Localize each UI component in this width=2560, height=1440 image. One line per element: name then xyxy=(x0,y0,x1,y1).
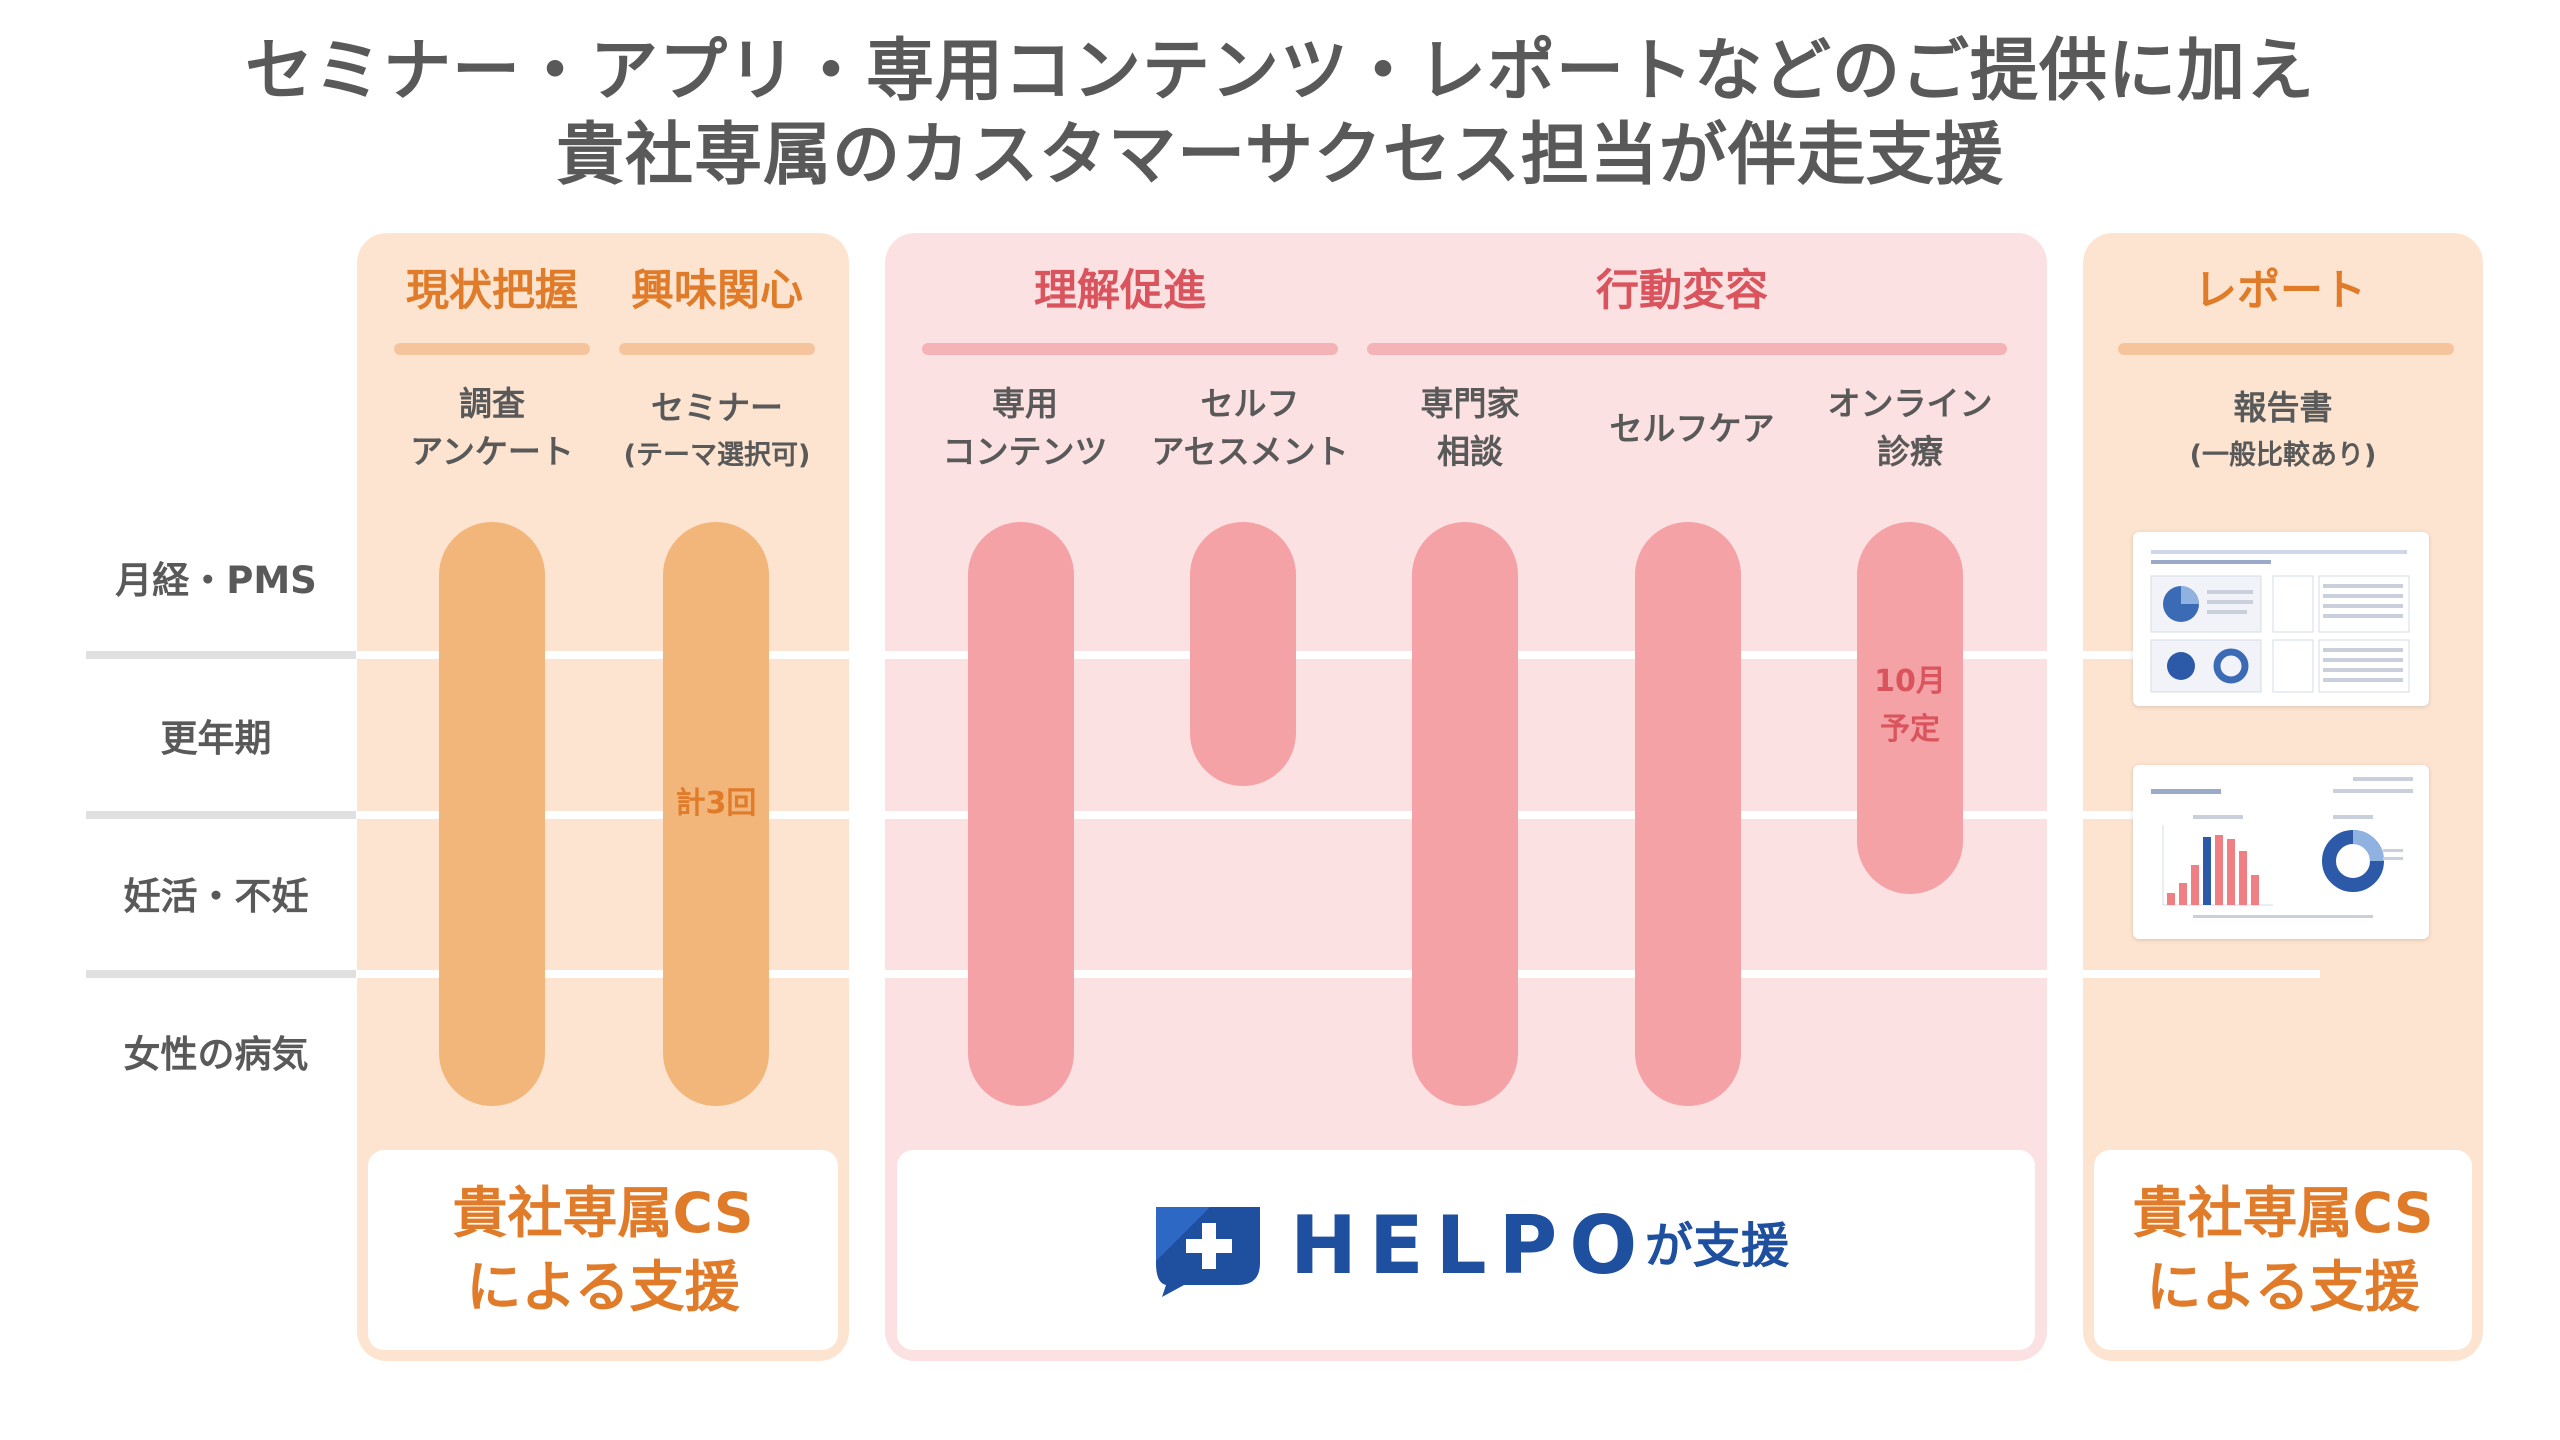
tool-online: オンライン 診療 xyxy=(1827,384,1993,471)
row-divider-1 xyxy=(356,651,2320,659)
category-disease: 女性の病気 xyxy=(123,1033,309,1076)
tool-selfcare: セルフケア xyxy=(1609,409,1775,448)
report-thumbnail-1 xyxy=(2133,532,2429,706)
pill-survey xyxy=(439,522,545,1106)
footer-right-text: 貴社専属CS による支援 xyxy=(2132,1181,2434,1319)
tool-seminar-note: (テーマ選択可) xyxy=(623,440,811,471)
pill-online-schedule: 10月 予定 xyxy=(1874,664,1946,747)
row-divider-2-label xyxy=(86,811,356,819)
phase-report: レポート xyxy=(2194,266,2366,316)
pill-self-assessment xyxy=(1190,522,1296,786)
pill-seminar: 計3回 xyxy=(663,522,769,1106)
tool-self-assessment: セルフ アセスメント xyxy=(1151,384,1349,471)
row-divider-3 xyxy=(356,970,2320,978)
helpo-shield-plus-icon xyxy=(1156,1207,1260,1297)
phase-behavior: 行動変容 xyxy=(1596,266,1768,316)
phase-understanding-underline xyxy=(922,343,1338,355)
tool-consult: 専門家 相談 xyxy=(1420,384,1520,471)
tool-survey: 調査 アンケート xyxy=(410,384,574,471)
report-thumbnail-2 xyxy=(2133,765,2429,939)
row-divider-3-label xyxy=(86,970,356,978)
tool-report: 報告書 xyxy=(2233,388,2333,427)
pill-seminar-count: 計3回 xyxy=(675,786,757,821)
page-title-line2: 貴社専属のカスタマーサクセス担当が伴走支援 xyxy=(556,116,2004,195)
pill-consult xyxy=(1412,522,1518,1106)
row-divider-1-label xyxy=(86,651,356,659)
phase-interest: 興味関心 xyxy=(631,266,803,316)
helpo-logo-text: HELPO xyxy=(1290,1199,1650,1292)
phase-behavior-underline xyxy=(1367,343,2007,355)
page-title-line1: セミナー・アプリ・専用コンテンツ・レポートなどのご提供に加え xyxy=(244,32,2315,111)
category-menopause: 更年期 xyxy=(160,717,272,760)
tool-content: 専用 コンテンツ xyxy=(942,384,1108,471)
footer-left-text: 貴社専属CS による支援 xyxy=(452,1181,754,1319)
tool-report-note: (一般比較あり) xyxy=(2189,440,2377,471)
phase-report-underline xyxy=(2118,343,2454,355)
phase-understanding: 理解促進 xyxy=(1034,266,1206,316)
pill-selfcare xyxy=(1635,522,1741,1106)
footer-right-card: 貴社専属CS による支援 xyxy=(2094,1150,2472,1350)
phase-interest-underline xyxy=(619,343,815,355)
category-fertility: 妊活・不妊 xyxy=(123,875,309,918)
footer-left-card: 貴社専属CS による支援 xyxy=(368,1150,838,1350)
row-divider-2 xyxy=(356,811,2320,819)
phase-current: 現状把握 xyxy=(406,266,578,316)
helpo-support-text: が支援 xyxy=(1645,1218,1790,1274)
category-menstruation: 月経・PMS xyxy=(115,559,317,602)
pill-content xyxy=(968,522,1074,1106)
phase-current-underline xyxy=(394,343,590,355)
pill-online: 10月 予定 xyxy=(1857,522,1963,894)
footer-mid-card xyxy=(897,1150,2035,1350)
tool-seminar: セミナー xyxy=(651,388,783,427)
